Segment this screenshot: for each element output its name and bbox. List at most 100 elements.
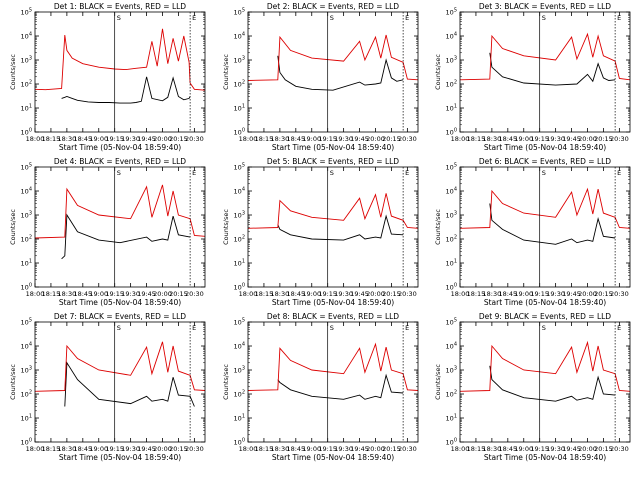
end-marker-label: E: [617, 324, 621, 332]
y-tick-label: 104: [21, 32, 32, 41]
y-tick-label: 100: [21, 283, 32, 292]
x-tick-label: 19:15: [318, 135, 337, 143]
x-tick-label: 19:45: [137, 445, 156, 453]
x-tick-label: 20:00: [153, 290, 172, 298]
x-tick-label: 19:45: [562, 290, 581, 298]
x-tick-label: 20:15: [594, 290, 613, 298]
x-axis-label: Start Time (05-Nov-04 18:59:40): [59, 453, 181, 462]
x-tick-label: 19:15: [105, 445, 124, 453]
det-panel-2: Det 2: BLACK = Events, RED = LLD Counts/s…: [222, 2, 419, 152]
x-tick-label: 20:00: [578, 135, 597, 143]
y-tick-label: 101: [234, 414, 245, 423]
x-tick-label: 19:15: [105, 290, 124, 298]
x-tick-label: 18:00: [239, 290, 258, 298]
y-tick-label: 103: [234, 211, 245, 220]
y-tick-label: 105: [21, 163, 32, 172]
x-tick-label: 18:15: [255, 135, 274, 143]
x-tick-label: 19:00: [89, 135, 108, 143]
events-series: [61, 76, 191, 104]
y-tick-label: 105: [446, 318, 457, 327]
y-tick-label: 104: [446, 342, 457, 351]
panel-title: Det 7: BLACK = Events, RED = LLD: [54, 312, 186, 321]
x-tick-label: 20:15: [382, 445, 401, 453]
lld-series: [247, 34, 419, 81]
x-tick-label: 19:15: [318, 445, 337, 453]
x-tick-label: 20:15: [382, 290, 401, 298]
y-tick-label: 104: [446, 32, 457, 41]
x-tick-label: 19:45: [562, 135, 581, 143]
y-tick-label: 100: [446, 128, 457, 137]
det-panel-4: Det 4: BLACK = Events, RED = LLD Counts/s…: [9, 157, 206, 307]
start-marker-label: S: [330, 14, 334, 22]
x-tick-label: 19:15: [530, 290, 549, 298]
y-tick-label: 105: [446, 163, 457, 172]
x-tick-label: 19:15: [530, 445, 549, 453]
x-tick-label: 20:30: [398, 445, 417, 453]
y-tick-label: 103: [446, 366, 457, 375]
x-tick-label: 19:00: [302, 135, 321, 143]
y-tick-label: 102: [446, 80, 457, 89]
x-tick-label: 20:00: [578, 290, 597, 298]
x-tick-label: 19:00: [514, 135, 533, 143]
x-tick-label: 19:15: [318, 290, 337, 298]
end-marker-label: E: [192, 14, 196, 22]
x-tick-label: 20:30: [610, 135, 629, 143]
x-tick-label: 19:30: [546, 135, 565, 143]
plot-frame: [459, 166, 631, 288]
panel-title: Det 2: BLACK = Events, RED = LLD: [267, 2, 399, 11]
x-tick-label: 19:30: [546, 290, 565, 298]
y-tick-label: 104: [234, 32, 245, 41]
y-tick-label: 105: [234, 318, 245, 327]
x-tick-label: 19:45: [137, 290, 156, 298]
x-tick-label: 18:45: [286, 445, 305, 453]
x-tick-label: 18:00: [239, 135, 258, 143]
x-tick-label: 19:45: [350, 290, 369, 298]
x-tick-label: 20:15: [594, 445, 613, 453]
det-panel-9: Det 9: BLACK = Events, RED = LLD Counts/s…: [434, 312, 631, 462]
x-tick-label: 18:00: [239, 445, 258, 453]
x-tick-label: 19:45: [137, 135, 156, 143]
x-tick-label: 18:30: [483, 445, 502, 453]
x-tick-label: 19:45: [562, 445, 581, 453]
start-marker-label: S: [117, 169, 121, 177]
events-series: [489, 203, 616, 245]
x-tick-label: 18:30: [58, 445, 77, 453]
x-tick-label: 19:00: [302, 445, 321, 453]
det-panel-3: Det 3: BLACK = Events, RED = LLD Counts/s…: [434, 2, 631, 152]
start-marker-label: S: [117, 324, 121, 332]
x-tick-label: 20:15: [169, 290, 188, 298]
y-tick-label: 100: [446, 438, 457, 447]
plot-frame: [247, 166, 419, 288]
y-axis-label: Counts/sec: [222, 364, 230, 400]
plot-frame: [247, 11, 419, 133]
x-tick-label: 19:00: [302, 290, 321, 298]
x-tick-label: 18:45: [498, 290, 517, 298]
x-tick-label: 19:30: [121, 445, 140, 453]
x-tick-label: 19:45: [350, 135, 369, 143]
y-tick-label: 105: [446, 8, 457, 17]
events-series: [64, 361, 195, 407]
x-tick-label: 19:00: [89, 445, 108, 453]
y-axis-label: Counts/sec: [9, 54, 17, 90]
y-tick-label: 100: [446, 283, 457, 292]
events-series: [489, 52, 616, 86]
x-axis-label: Start Time (05-Nov-04 18:59:40): [272, 453, 394, 462]
lld-series: [459, 340, 631, 392]
x-tick-label: 19:00: [514, 290, 533, 298]
x-tick-label: 18:30: [483, 290, 502, 298]
x-tick-label: 18:00: [26, 290, 45, 298]
x-tick-label: 20:15: [169, 445, 188, 453]
y-tick-label: 103: [21, 366, 32, 375]
events-series: [277, 373, 404, 400]
x-tick-label: 19:00: [514, 445, 533, 453]
start-marker-label: S: [542, 324, 546, 332]
y-tick-label: 102: [234, 80, 245, 89]
x-tick-label: 20:30: [185, 135, 204, 143]
lld-series: [247, 342, 419, 391]
x-tick-label: 20:00: [366, 445, 385, 453]
lld-series: [247, 193, 419, 229]
end-marker-label: E: [617, 14, 621, 22]
x-tick-label: 18:15: [467, 445, 486, 453]
panel-title: Det 5: BLACK = Events, RED = LLD: [267, 157, 399, 166]
y-tick-label: 101: [446, 414, 457, 423]
